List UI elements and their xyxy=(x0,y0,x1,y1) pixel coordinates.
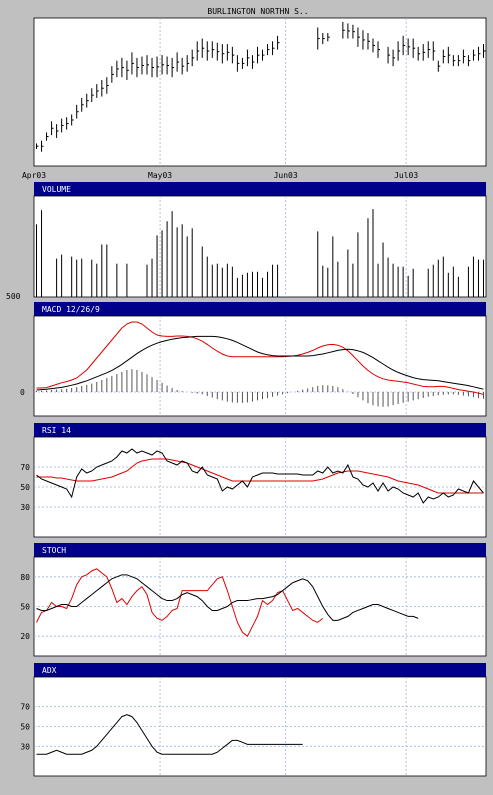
macd-plot-area xyxy=(33,315,487,417)
macd-line xyxy=(36,335,484,391)
rsi-tick-label-0: 70 xyxy=(20,463,30,472)
stoch-tick-label-1: 50 xyxy=(20,603,30,612)
volume-header-label: VOLUME xyxy=(42,185,71,194)
chart-title: BURLINGTON NORTHN S.. xyxy=(207,7,308,16)
rsi-line xyxy=(36,448,484,504)
macd-header-label: MACD 12/26/9 xyxy=(42,305,100,314)
x-tick-label: Jul03 xyxy=(394,171,418,180)
x-tick-label: Jun03 xyxy=(274,171,298,180)
macd-header xyxy=(34,302,486,316)
stoch-header xyxy=(34,543,486,557)
adx-tick-label-0: 70 xyxy=(20,703,30,712)
rsi-signal-line xyxy=(36,458,484,494)
adx-header-label: ADX xyxy=(42,666,57,675)
stoch-tick-label-2: 20 xyxy=(20,632,30,641)
price-plot-area xyxy=(33,17,487,167)
macd-tick-label: 0 xyxy=(20,388,25,397)
stoch-header-label: STOCH xyxy=(42,546,66,555)
macd-signal-line xyxy=(36,321,484,395)
rsi-tick-label-1: 50 xyxy=(20,483,30,492)
stoch-tick-label-0: 80 xyxy=(20,573,30,582)
rsi-header xyxy=(34,423,486,437)
x-tick-label: Apr03 xyxy=(22,171,46,180)
stoch-k-line xyxy=(36,574,419,621)
volume-header xyxy=(34,182,486,196)
adx-tick-label-2: 30 xyxy=(20,742,30,751)
rsi-header-label: RSI 14 xyxy=(42,426,71,435)
volume-plot-area xyxy=(33,195,487,298)
volume-tick-label: 500 xyxy=(6,292,21,301)
rsi-tick-label-2: 30 xyxy=(20,503,30,512)
x-tick-label: May03 xyxy=(148,171,172,180)
adx-line xyxy=(36,714,303,755)
adx-tick-label-1: 50 xyxy=(20,723,30,732)
adx-header xyxy=(34,663,486,677)
stoch-d-line xyxy=(36,568,324,637)
